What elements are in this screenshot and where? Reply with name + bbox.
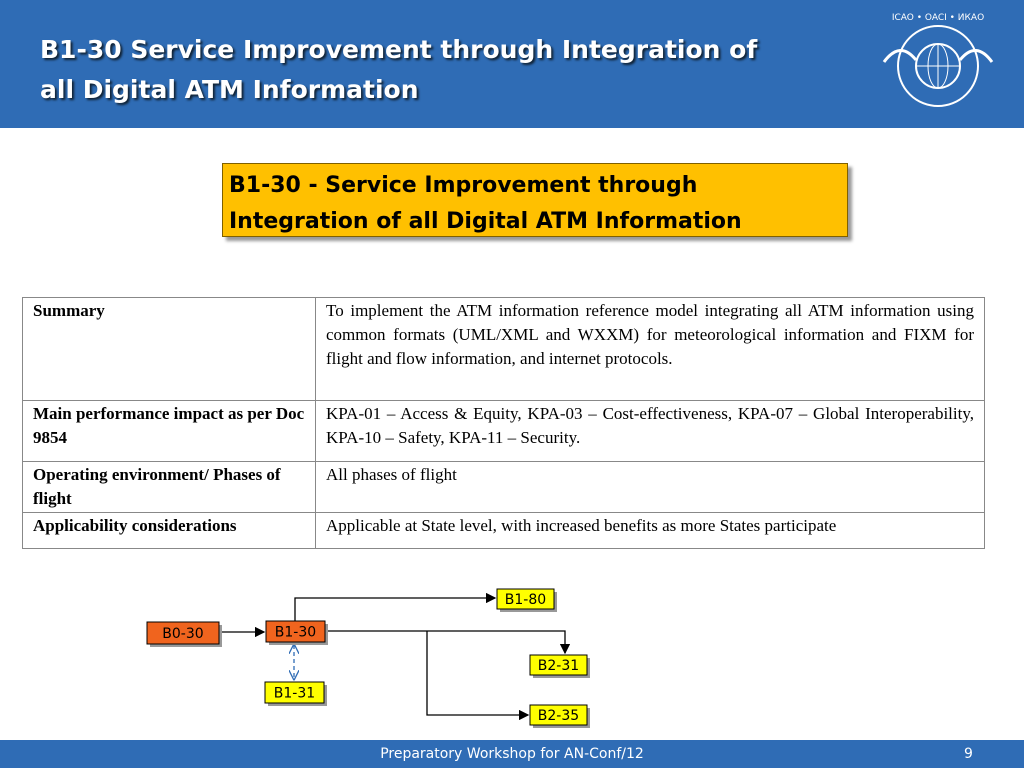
node (146, 621, 220, 645)
summary-table: Summary To implement the ATM information … (22, 297, 985, 549)
cell: Main performance impact as per Doc 9854 (22, 400, 316, 462)
cell: Applicable at State level, with increase… (315, 512, 985, 549)
footer-text: Preparatory Workshop for AN-Conf/12 (380, 746, 644, 762)
node (529, 704, 588, 726)
arrow (325, 630, 571, 655)
dependency-diagram: B0-30 B1-30 B1-80 B2-31 B1-31 B2-35 (146, 588, 590, 728)
node-label: B1-31 (274, 686, 315, 702)
cell: To implement the ATM information referen… (315, 297, 985, 401)
callout-line: Integration of all Digital ATM Informati… (229, 209, 742, 234)
node (264, 681, 325, 704)
logo: ICAO • OACI • ИКАО (882, 13, 994, 107)
node (496, 588, 555, 610)
cell: Operating environment/ Phases of flight (22, 461, 316, 513)
callout-line: B1-30 - Service Improvement through (229, 173, 698, 198)
cell: Summary (22, 297, 316, 401)
arrow (426, 631, 530, 721)
node-label: B1-30 (275, 625, 316, 641)
cell: Applicability considerations (22, 512, 316, 549)
slide-title: B1-30 Service Improvement through Integr… (40, 30, 757, 110)
node-label: B2-31 (538, 658, 579, 674)
node (529, 654, 588, 676)
node-label: B0-30 (162, 626, 203, 642)
logo-text: ICAO • OACI • ИКАО (892, 13, 984, 23)
node (265, 620, 326, 643)
callout: B1-30 - Service Improvement through Inte… (222, 163, 848, 237)
node-label: B2-35 (538, 708, 579, 724)
header-bar: B1-30 Service Improvement through Integr… (0, 0, 1024, 128)
title-line: all Digital ATM Information (40, 75, 419, 104)
cell: KPA-01 – Access & Equity, KPA-03 – Cost-… (315, 400, 985, 462)
cell: All phases of flight (315, 461, 985, 513)
title-line: B1-30 Service Improvement through Integr… (40, 35, 758, 64)
page-number: 9 (964, 746, 973, 762)
footer-bar: Preparatory Workshop for AN-Conf/12 9 (0, 740, 1024, 768)
arrow (294, 592, 497, 621)
node-label: B1-80 (505, 592, 546, 608)
